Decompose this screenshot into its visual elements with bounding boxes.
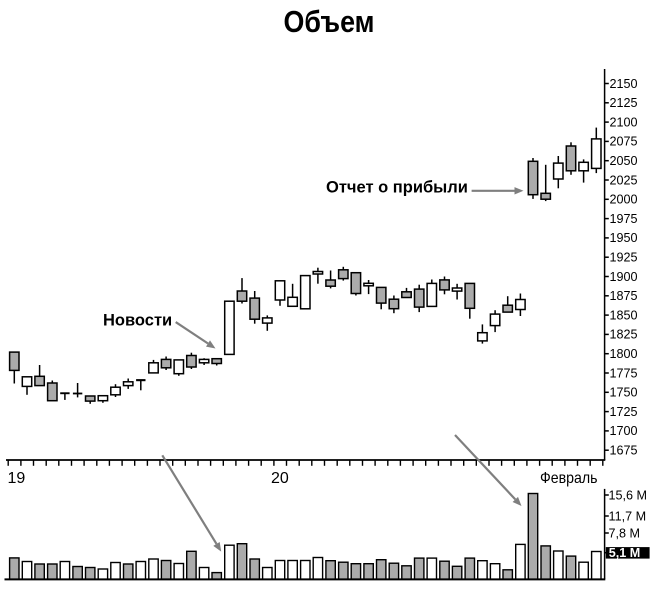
svg-text:1900: 1900 xyxy=(610,270,638,284)
svg-text:19: 19 xyxy=(8,470,26,487)
svg-text:1675: 1675 xyxy=(610,444,638,458)
svg-text:7,8 М: 7,8 М xyxy=(609,526,641,540)
svg-text:1825: 1825 xyxy=(610,328,638,342)
svg-text:1925: 1925 xyxy=(610,251,638,265)
svg-text:2125: 2125 xyxy=(610,96,638,110)
svg-text:1850: 1850 xyxy=(610,308,638,322)
svg-text:1775: 1775 xyxy=(610,366,638,380)
svg-text:20: 20 xyxy=(271,470,289,487)
svg-text:2000: 2000 xyxy=(610,193,638,207)
svg-text:1750: 1750 xyxy=(610,386,638,400)
svg-text:15,6 М: 15,6 М xyxy=(609,488,648,502)
svg-text:Объем: Объем xyxy=(284,4,375,39)
svg-text:Новости: Новости xyxy=(103,312,172,330)
svg-text:Отчет о прибыли: Отчет о прибыли xyxy=(326,179,468,197)
svg-text:1725: 1725 xyxy=(610,405,638,419)
svg-text:1700: 1700 xyxy=(610,424,638,438)
svg-text:2150: 2150 xyxy=(610,77,638,91)
svg-text:11,7 М: 11,7 М xyxy=(609,509,647,523)
svg-text:1875: 1875 xyxy=(610,289,638,303)
svg-text:2100: 2100 xyxy=(610,115,638,129)
svg-text:2050: 2050 xyxy=(610,154,638,168)
svg-text:Февраль: Февраль xyxy=(540,470,598,487)
svg-text:1950: 1950 xyxy=(610,231,638,245)
svg-text:2025: 2025 xyxy=(610,173,638,187)
svg-text:5,1 М: 5,1 М xyxy=(609,546,641,560)
svg-text:1975: 1975 xyxy=(610,212,638,226)
svg-text:2075: 2075 xyxy=(610,135,638,149)
svg-text:1800: 1800 xyxy=(610,347,638,361)
